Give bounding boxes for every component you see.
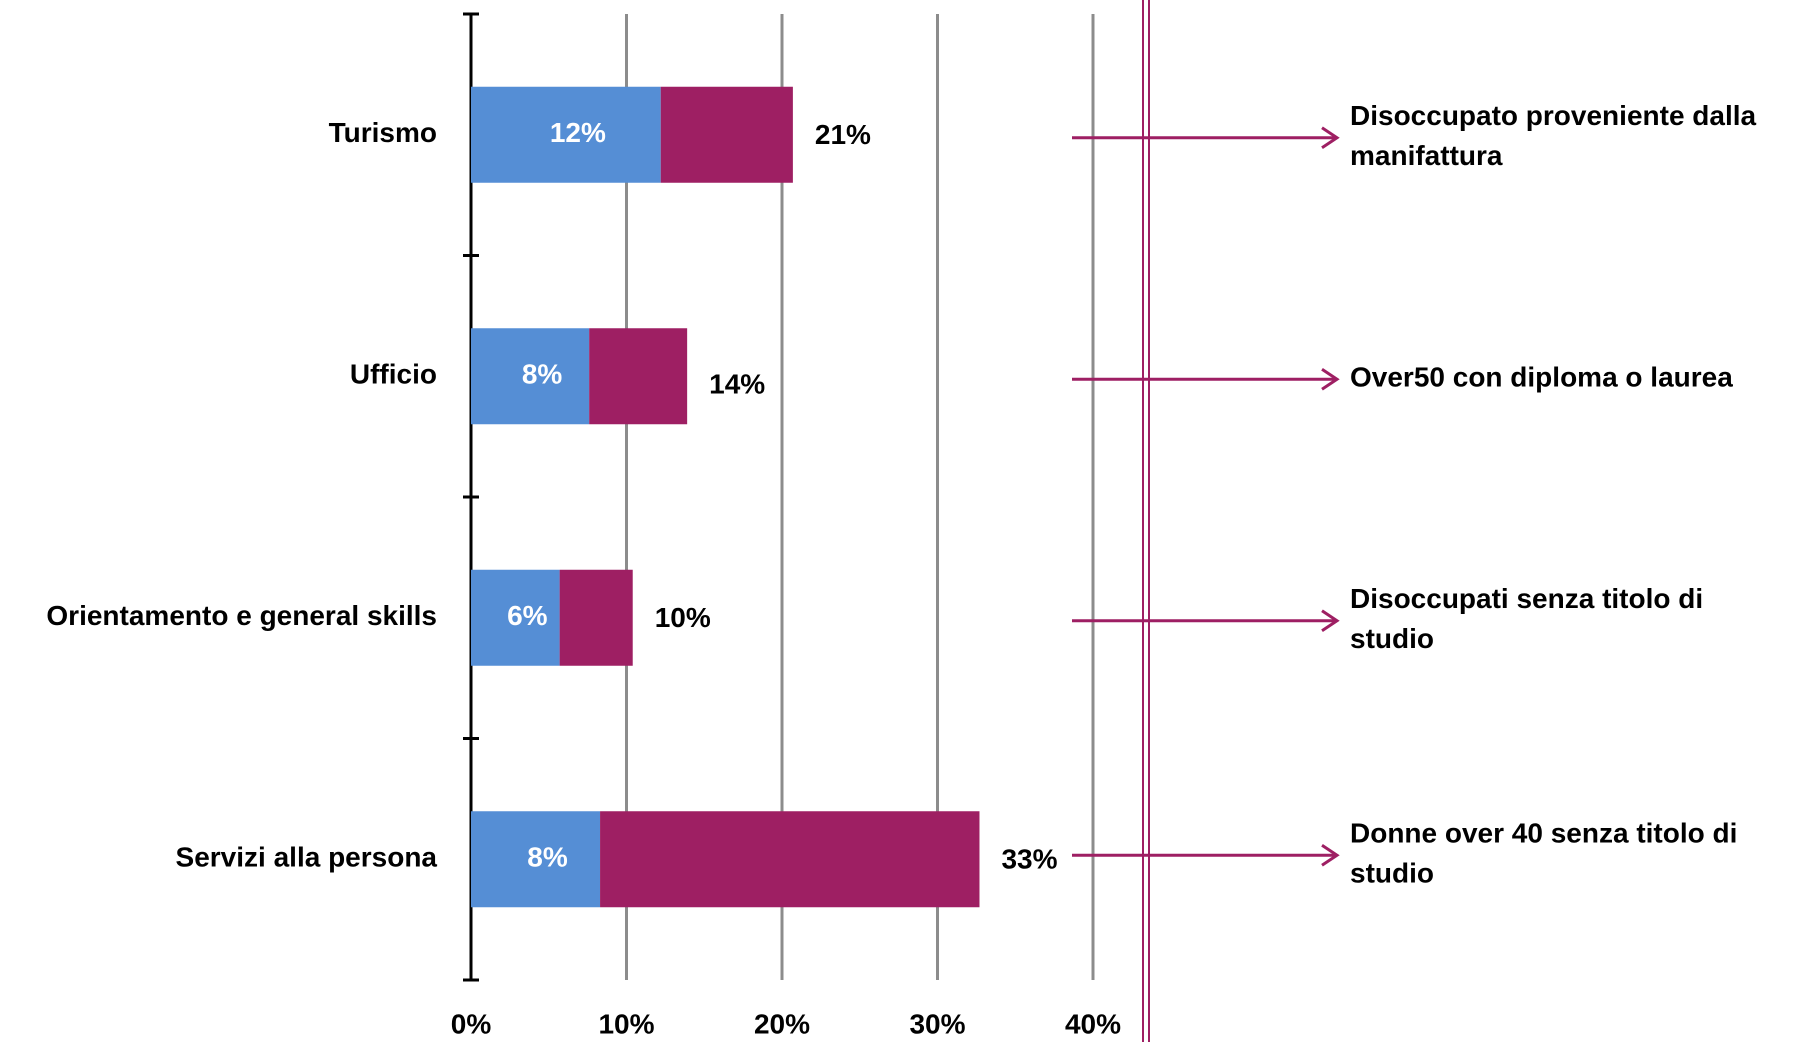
annotation-text: Over50 con diploma o laurea (1350, 362, 1733, 393)
bar-segment (471, 86, 661, 183)
value-label: 6% (507, 600, 548, 631)
category-label: Turismo (329, 117, 437, 148)
bar-segment (660, 86, 793, 183)
x-tick-label: 0% (451, 1008, 492, 1039)
value-label: 12% (550, 117, 606, 148)
annotation-text: Disoccupati senza titolo di (1350, 583, 1703, 614)
x-tick-label: 10% (598, 1008, 654, 1039)
annotation-text: Disoccupato proveniente dalla (1350, 100, 1757, 131)
annotation-text: studio (1350, 623, 1434, 654)
category-label: Servizi alla persona (176, 842, 438, 873)
bar-segment (471, 569, 560, 666)
value-label: 8% (527, 842, 568, 873)
bar-segment (471, 328, 590, 425)
category-label: Orientamento e general skills (46, 600, 437, 631)
value-label: 8% (522, 359, 563, 390)
x-tick-label: 30% (909, 1008, 965, 1039)
total-label: 10% (655, 602, 711, 633)
arrow-head (1321, 126, 1340, 149)
annotation-text: studio (1350, 858, 1434, 889)
category-label: Ufficio (350, 359, 437, 390)
annotation-text: manifattura (1350, 140, 1503, 171)
arrow-head (1321, 609, 1340, 632)
arrow-head (1321, 844, 1340, 867)
total-label: 21% (815, 119, 871, 150)
total-label: 14% (709, 369, 765, 400)
arrow-head (1321, 368, 1340, 391)
x-tick-label: 20% (754, 1008, 810, 1039)
bar-segment (471, 811, 601, 908)
total-label: 33% (1001, 844, 1057, 875)
x-tick-label: 40% (1065, 1008, 1121, 1039)
bar-segment (559, 569, 633, 666)
bar-segment (600, 811, 980, 908)
bar-segment (589, 328, 688, 425)
annotation-text: Donne over 40 senza titolo di (1350, 818, 1737, 849)
